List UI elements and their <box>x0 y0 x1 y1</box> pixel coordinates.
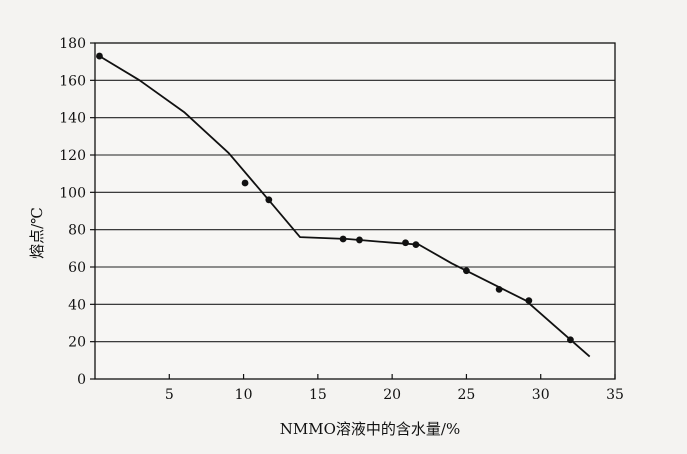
data-point <box>412 241 420 249</box>
y-tick-label-0: 0 <box>77 372 86 388</box>
data-point <box>525 297 533 304</box>
x-axis-label: NMMO溶液中的含水量/% <box>280 420 460 438</box>
data-point <box>495 286 503 293</box>
data-point <box>356 236 363 244</box>
y-tick-label-60: 60 <box>68 260 86 276</box>
x-tick-label-10: 10 <box>235 387 253 403</box>
gridlines <box>95 79 615 343</box>
data-point <box>567 336 574 344</box>
x-tick-label-5: 5 <box>165 387 174 403</box>
y-tick-label-40: 40 <box>68 297 86 313</box>
x-tick-label-25: 25 <box>458 387 476 403</box>
data-point <box>463 267 470 275</box>
y-tick-label-20: 20 <box>68 335 86 351</box>
y-tick-label-180: 180 <box>59 36 86 52</box>
y-tick-label-160: 160 <box>59 73 86 89</box>
y-tick-label-80: 80 <box>68 223 86 239</box>
data-point <box>265 196 273 204</box>
x-tick-label-35: 35 <box>606 387 624 403</box>
data-point <box>96 52 103 60</box>
fitted-curve-line <box>99 55 591 358</box>
data-points <box>96 52 574 344</box>
data-point <box>402 239 409 247</box>
data-point <box>241 179 249 187</box>
data-point <box>339 235 347 243</box>
y-tick-label-140: 140 <box>59 111 86 127</box>
y-axis-label: 熔点/℃ <box>28 207 46 259</box>
plot-frame <box>94 42 616 380</box>
x-tick-label-20: 20 <box>383 387 401 403</box>
y-tick-label-120: 120 <box>59 148 86 164</box>
y-tick-label-100: 100 <box>59 185 86 201</box>
x-tick-label-30: 30 <box>532 387 550 403</box>
x-tick-label-15: 15 <box>309 387 327 403</box>
x-axis-ticks: 5 10 15 20 25 30 35 <box>165 374 624 403</box>
plot-area <box>95 43 615 379</box>
fitted-curve <box>99 55 591 358</box>
y-axis-ticks: 0 20 40 60 80 100 120 140 160 180 <box>59 36 95 388</box>
